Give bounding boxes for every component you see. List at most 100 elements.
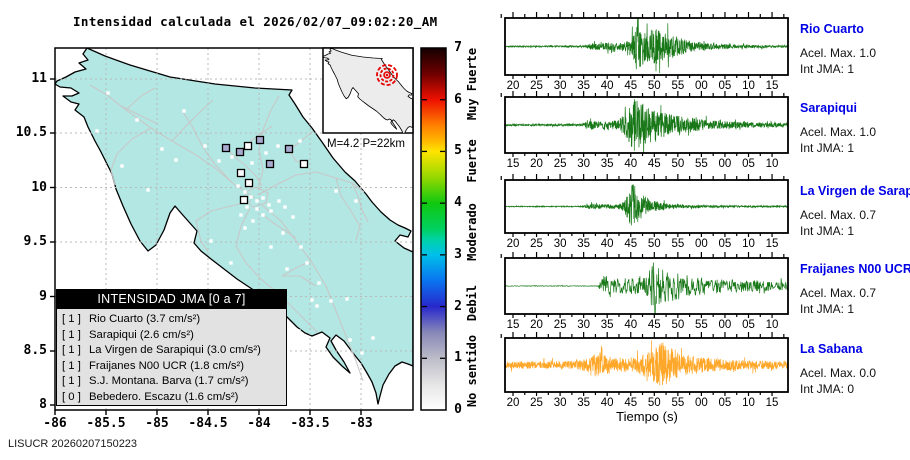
legend-intensity-value: [ 1 ] xyxy=(62,313,81,325)
legend-station-label: La Virgen de Sarapiqui (3.0 cm/s²) xyxy=(89,344,261,357)
road xyxy=(225,147,263,187)
seismo-tick-label: 35 xyxy=(577,80,591,92)
seismo-tick-label: 40 xyxy=(600,238,614,250)
station-marker xyxy=(276,144,280,148)
station-marker xyxy=(182,109,186,113)
seismo-tick-label: 25 xyxy=(530,80,543,92)
seismo-tick-label: 00 xyxy=(694,238,708,250)
station-marker xyxy=(310,298,314,302)
seismo-tick-label: 15 xyxy=(765,397,779,409)
station-marker xyxy=(255,199,259,203)
panel-border xyxy=(504,179,789,234)
road xyxy=(281,260,317,287)
map-y-tick-label: 11 xyxy=(31,71,47,86)
costa-rica-landmass xyxy=(55,48,413,405)
acel-max-label: Acel. Max. 1.0 xyxy=(800,46,877,60)
legend-row: [ 0 ] Bebedero. Escazu (1.6 cm/s²) xyxy=(57,390,286,406)
seismo-tick-label: 05 xyxy=(718,80,732,92)
seismo-tick-label: 15 xyxy=(506,319,520,331)
map-x-tick-label: -85.5 xyxy=(86,416,126,431)
station-marker xyxy=(334,189,338,193)
int-jma-label: Int JMA: 1 xyxy=(800,141,855,155)
map-x-tick-label: -85 xyxy=(145,416,169,431)
seismo-panel xyxy=(500,91,789,157)
legend-intensity-value: [ 1 ] xyxy=(62,344,81,357)
seismo-tick-label: 25 xyxy=(530,397,543,409)
station-marker xyxy=(174,158,178,162)
map-x-tick-label: -83.5 xyxy=(290,416,330,431)
station-marker xyxy=(255,207,259,211)
station-marker xyxy=(297,329,301,333)
station-marker xyxy=(299,245,303,249)
station-name: Fraijanes N00 UCR xyxy=(800,262,910,276)
road xyxy=(195,200,252,253)
seismo-tick-label: 30 xyxy=(553,397,567,409)
station-marker xyxy=(348,338,352,342)
seismo-tick-label: 05 xyxy=(718,238,732,250)
station-marker xyxy=(250,161,254,165)
waveform-trace xyxy=(505,18,788,74)
legend-station-label: Bebedero. Escazu (1.6 cm/s²) xyxy=(89,390,239,403)
station-marker xyxy=(229,261,233,265)
station-marker xyxy=(285,267,289,271)
station-marker xyxy=(106,91,110,95)
station-marker xyxy=(291,215,295,219)
epicenter-rings xyxy=(376,64,398,86)
time-axis-label: Tiempo (s) xyxy=(616,409,678,424)
station-marker xyxy=(317,281,321,285)
seismo-tick-label: 15 xyxy=(765,238,779,250)
map-y-tick-label: 8 xyxy=(39,397,47,412)
legend-rows: [ 1 ] Rio Cuarto (3.7 cm/s²) [ 1 ] Sarapiqu… xyxy=(57,309,286,406)
seismo-tick-label: 20 xyxy=(506,80,520,92)
station-marker xyxy=(371,336,375,340)
legend-intensity-value: [ 0 ] xyxy=(62,390,81,403)
station-marker xyxy=(315,304,319,308)
seismo-panel xyxy=(500,174,789,237)
station-marker xyxy=(160,147,164,151)
watermark: LISUCR 20260207150223 xyxy=(8,438,138,450)
seismo-tick-label: 35 xyxy=(577,397,591,409)
panel-border xyxy=(504,337,789,393)
seismo-tick-label: 40 xyxy=(600,397,614,409)
seismo-tick-label: 25 xyxy=(553,319,567,331)
station-marker xyxy=(305,261,309,265)
station-marker xyxy=(360,351,364,355)
colorbar-gradient xyxy=(420,47,447,411)
legend-station-label: Sarapiqui (2.6 cm/s²) xyxy=(89,328,194,341)
seismo-panel xyxy=(500,332,789,396)
map-axis-ticks xyxy=(50,78,362,415)
seismo-tick-label: 00 xyxy=(718,319,732,331)
waveform-trace xyxy=(505,340,788,386)
seismo-tick-label: 55 xyxy=(671,238,685,250)
colorbar-category: Muy Fuerte xyxy=(465,47,479,121)
road xyxy=(261,213,297,239)
road xyxy=(171,99,214,142)
station-marker xyxy=(243,190,247,194)
acel-max-label: Acel. Max. 0.7 xyxy=(800,286,877,300)
station-marker xyxy=(251,219,255,223)
seismo-tick-label: 20 xyxy=(530,158,543,170)
legend-intensity-value: [ 1 ] xyxy=(62,328,81,341)
seismo-tick-label: 40 xyxy=(600,80,614,92)
road xyxy=(261,204,364,382)
seismo-tick-label: 00 xyxy=(694,80,708,92)
intensity1-marker xyxy=(255,135,265,145)
colorbar-number: 6 xyxy=(454,91,462,107)
station-marker xyxy=(261,213,265,217)
seismo-tick-label: 45 xyxy=(624,80,638,92)
intensity1-marker xyxy=(221,143,231,153)
int-jma-label: Int JMA: 1 xyxy=(800,224,855,238)
seismo-tick-label: 55 xyxy=(694,319,708,331)
station-marker xyxy=(269,209,273,213)
seismo-tick-label: 30 xyxy=(577,158,591,170)
station-marker xyxy=(329,299,333,303)
seismo-tick-label: 05 xyxy=(718,397,732,409)
seismo-panel xyxy=(500,12,789,79)
inset-map xyxy=(322,47,414,134)
legend-row: [ 1 ] Rio Cuarto (3.7 cm/s²) xyxy=(57,312,286,328)
road xyxy=(106,94,159,125)
seismo-tick-label: 25 xyxy=(553,158,567,170)
map-y-tick-label: 8.5 xyxy=(23,343,47,358)
station-marker xyxy=(283,205,287,209)
colorbar-category: Fuerte xyxy=(465,139,479,183)
